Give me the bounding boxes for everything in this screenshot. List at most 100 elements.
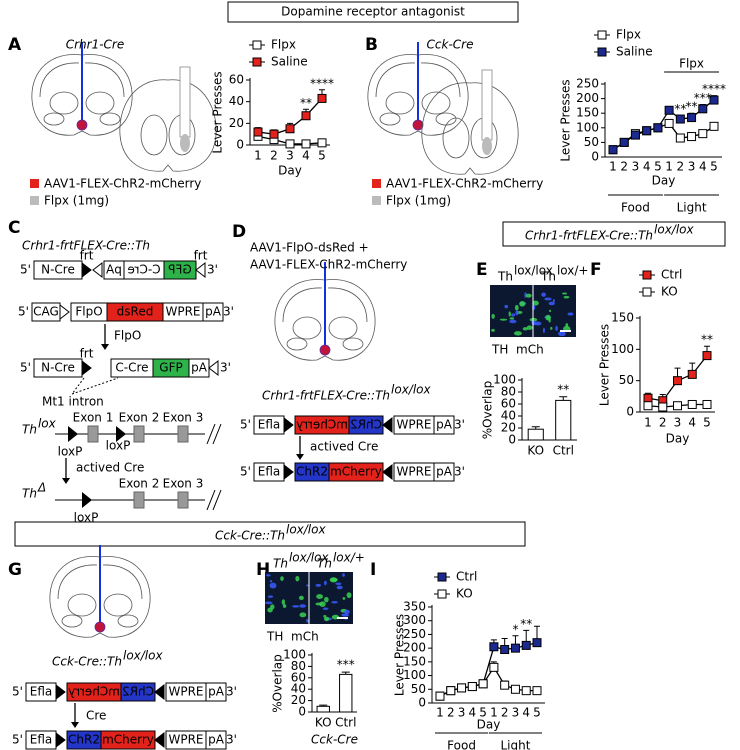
image-label: Th (317, 557, 332, 571)
construct-label: Efla (30, 733, 53, 747)
site-label: loxP (74, 511, 99, 525)
construct-label: Efla (258, 465, 281, 479)
header: Cck-Cre::Th (215, 529, 285, 543)
cell (330, 577, 338, 582)
allele-label: Th (22, 487, 37, 501)
brain-cortex (375, 62, 461, 98)
construct-label: pA (436, 465, 453, 479)
step-label: actived Cre (310, 440, 378, 454)
x-tick-label: 3 (458, 706, 466, 720)
marker (698, 104, 708, 114)
marker (510, 684, 520, 694)
significance: ** (674, 102, 686, 116)
construct-label: mCherry (102, 733, 154, 747)
brain-cortex (282, 287, 368, 323)
cannula (179, 66, 191, 138)
cell (269, 580, 273, 583)
marker (489, 642, 499, 652)
recombination-site (55, 731, 66, 749)
marker (642, 126, 652, 136)
site-label: frt (194, 249, 208, 263)
y-tick-label: 20 (501, 421, 516, 435)
virus-label: AAV1-FlpO-dsRed + (250, 241, 369, 255)
cell (264, 601, 273, 605)
y-tick-label: 100 (283, 648, 306, 662)
cell (514, 304, 519, 311)
x-axis-label: Day (666, 432, 690, 446)
cell (513, 331, 522, 336)
legend-swatch (437, 572, 447, 582)
cell (515, 310, 519, 316)
construct-box (205, 730, 227, 750)
recombination-site (154, 683, 165, 701)
x-axis-label: Day (477, 718, 501, 732)
construct-label: pA (191, 361, 208, 375)
brain-region (286, 337, 308, 351)
construct-label: GFP (168, 263, 191, 277)
cell (531, 320, 536, 326)
error-bar (531, 426, 540, 430)
cell (532, 300, 539, 306)
cell (331, 600, 338, 604)
end-label: 3' (207, 263, 218, 277)
exon-label: Exon 3 (163, 411, 204, 425)
legend-label: KO (661, 285, 678, 299)
y-tick-label: 60 (501, 397, 516, 411)
legend-label: Flpx (1mg) (44, 194, 109, 208)
legend-swatch (597, 30, 607, 40)
end-label: 5' (20, 263, 31, 277)
end-label: 3' (220, 361, 231, 375)
step-label: Cre (86, 709, 106, 723)
y-tick-label: 100 (576, 120, 599, 134)
x-tick-label: 4 (302, 149, 310, 163)
intron-label: Mt1 intron (42, 395, 104, 409)
marker (664, 105, 674, 115)
legend-swatch (437, 589, 447, 599)
brain-section (421, 69, 519, 175)
cell (298, 595, 304, 600)
cell (280, 576, 284, 581)
marker (500, 680, 510, 690)
panel-letter: I (370, 560, 376, 580)
exon (177, 425, 189, 443)
cell (322, 607, 329, 610)
stain-label: mCh (291, 630, 319, 644)
construct-label: pA (105, 263, 122, 277)
marker (446, 686, 456, 696)
header: Crhr1-frtFLEX-Cre::Th (525, 229, 653, 243)
marker (301, 111, 311, 121)
arrow-head (101, 344, 109, 350)
end-label: 5' (12, 733, 23, 747)
brain-schematic (274, 262, 376, 361)
end-label: 3' (226, 685, 237, 699)
y-tick-label: 40 (501, 409, 516, 423)
step-label: actived Cre (76, 461, 144, 475)
cell (315, 583, 322, 587)
note-label: Flpx (679, 57, 704, 71)
marker (630, 130, 640, 140)
legend-swatch (30, 179, 39, 188)
cell (549, 309, 552, 313)
y-tick-label: 100 (403, 668, 426, 682)
injection-site (94, 621, 106, 633)
cell (491, 328, 495, 332)
construct-box (433, 415, 455, 435)
bar (339, 673, 353, 713)
x-tick-label: 2 (659, 416, 667, 430)
cell (335, 582, 342, 586)
x-tick-label: 1 (644, 416, 652, 430)
legend-label: Flpx (271, 38, 296, 52)
x-tick-label: 1 (436, 706, 444, 720)
allele-break (206, 423, 222, 445)
recombination-site (208, 359, 219, 377)
y-tick-label: 100 (611, 342, 634, 356)
panel-letter: B (365, 35, 378, 55)
legend-label: Ctrl (661, 268, 682, 282)
construct-label: mCherry (330, 465, 382, 479)
x-axis-label: Day (278, 164, 302, 178)
construct-label: dsRed (117, 305, 154, 319)
x-tick-label: 3 (632, 160, 640, 174)
recombination-site (55, 683, 66, 701)
site-label: frt (80, 249, 94, 263)
x-tick-label: Ctrl (335, 716, 356, 730)
